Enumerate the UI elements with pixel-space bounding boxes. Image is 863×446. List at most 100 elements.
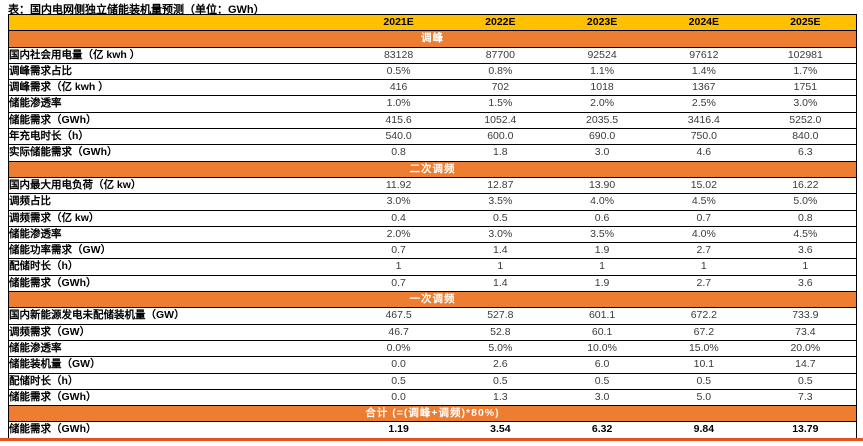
cell-value: 1 xyxy=(449,258,552,276)
cell-value: 2.7 xyxy=(652,275,755,293)
cell-value: 3.0% xyxy=(754,95,857,113)
table-row: 国内最大用电负荷（亿 kw） 11.92 12.87 13.90 15.02 16.22 xyxy=(8,177,857,195)
cell-value: 1.9 xyxy=(551,275,653,293)
table-row: 调频需求（亿 kw） 0.4 0.5 0.6 0.7 0.8 xyxy=(8,210,857,227)
cell-value: 1.19 xyxy=(347,421,450,439)
section-header: 调峰 xyxy=(8,30,857,48)
cell-value: 3.5% xyxy=(551,226,653,244)
cell-value: 0.8 xyxy=(754,210,857,227)
cell-value: 97612 xyxy=(652,47,755,64)
cell-value: 733.9 xyxy=(754,307,857,325)
row-label: 国内最大用电负荷（亿 kw） xyxy=(8,177,348,195)
row-label: 调峰需求占比 xyxy=(8,63,348,81)
table-row: 储能需求（GWh） 0.7 1.4 1.9 2.7 3.6 xyxy=(8,275,857,293)
cell-value: 10.1 xyxy=(652,356,755,374)
cell-value: 20.0% xyxy=(754,340,857,358)
row-label: 调频需求（GW） xyxy=(8,324,348,341)
row-label: 调频占比 xyxy=(8,193,348,211)
cell-value: 0.0 xyxy=(347,389,450,407)
table-row: 年充电时长（h） 540.0 600.0 690.0 750.0 840.0 xyxy=(8,128,857,146)
table-row: 调频需求（GW） 46.7 52.8 60.1 67.2 73.4 xyxy=(8,324,857,341)
table-row: 调峰需求（亿 kwh ） 416 702 1018 1367 1751 xyxy=(8,79,857,97)
cell-value: 0.7 xyxy=(652,210,755,227)
cell-value: 0.5% xyxy=(347,63,450,81)
row-label: 配储时长（h） xyxy=(8,373,348,390)
cell-value: 1 xyxy=(754,258,857,276)
table-row: 调频占比 3.0% 3.5% 4.0% 4.5% 5.0% xyxy=(8,193,857,211)
row-label: 储能需求（GWh） xyxy=(8,112,348,130)
cell-value: 7.3 xyxy=(754,389,857,407)
cell-value: 0.5 xyxy=(754,373,857,390)
cell-value: 3.54 xyxy=(449,421,552,439)
column-header-2022E: 2022E xyxy=(449,14,552,32)
cell-value: 0.0% xyxy=(347,340,450,358)
cell-value: 15.02 xyxy=(652,177,755,195)
cell-value: 2.7 xyxy=(652,242,755,260)
cell-value: 0.4 xyxy=(347,210,450,227)
cell-value: 60.1 xyxy=(551,324,653,341)
table-row: 储能渗透率 2.0% 3.0% 3.5% 4.0% 4.5% xyxy=(8,226,857,244)
row-label: 储能渗透率 xyxy=(8,226,348,244)
cell-value: 1.4 xyxy=(449,275,552,293)
cell-value: 467.5 xyxy=(347,307,450,325)
row-label: 调峰需求（亿 kwh ） xyxy=(8,79,348,97)
cell-value: 540.0 xyxy=(347,128,450,146)
cell-value: 3.0 xyxy=(551,144,653,162)
table-row: 调峰需求占比 0.5% 0.8% 1.1% 1.4% 1.7% xyxy=(8,63,857,81)
section-header: 一次调频 xyxy=(8,291,857,309)
row-label: 储能渗透率 xyxy=(8,340,348,358)
cell-value: 1 xyxy=(347,258,450,276)
cell-value: 1.8 xyxy=(449,144,552,162)
section-header-row: 一次调频 xyxy=(8,291,857,309)
page-title: 表：国内电网侧独立储能装机量预测（单位：GWh） xyxy=(8,4,265,16)
cell-value: 840.0 xyxy=(754,128,857,146)
cell-value: 3.5% xyxy=(449,193,552,211)
cell-value: 0.5 xyxy=(449,373,552,390)
row-label: 调频需求（亿 kw） xyxy=(8,210,348,227)
cell-value: 1.4% xyxy=(652,63,755,81)
cell-value: 102981 xyxy=(754,47,857,64)
cell-value: 16.22 xyxy=(754,177,857,195)
cell-value: 83128 xyxy=(347,47,450,64)
table-row: 储能需求（GWh） 415.6 1052.4 2035.5 3416.4 5252.0 xyxy=(8,112,857,130)
cell-value: 1.4 xyxy=(449,242,552,260)
column-header-2025E: 2025E xyxy=(754,14,857,32)
cell-value: 2.0% xyxy=(551,95,653,113)
row-label: 储能需求（GWh） xyxy=(8,421,348,439)
table-row: 储能需求（GWh） 0.0 1.3 3.0 5.0 7.3 xyxy=(8,389,857,407)
cell-value: 1.9 xyxy=(551,242,653,260)
cell-value: 1.0% xyxy=(347,95,450,113)
cell-value: 0.5 xyxy=(449,210,552,227)
cell-value: 2.6 xyxy=(449,356,552,374)
cell-value: 601.1 xyxy=(551,307,653,325)
column-header-2021E: 2021E xyxy=(347,14,450,32)
cell-value: 4.5% xyxy=(754,226,857,244)
cell-value: 9.84 xyxy=(652,421,755,439)
cell-value: 5252.0 xyxy=(754,112,857,130)
row-label: 储能装机量（GW） xyxy=(8,356,348,374)
cell-value: 13.90 xyxy=(551,177,653,195)
cell-value: 0.8 xyxy=(347,144,450,162)
row-label: 国内社会用电量（亿 kwh ） xyxy=(8,47,348,64)
table-row: 国内新能源发电未配储装机量（GW） 467.5 527.8 601.1 672.2 733… xyxy=(8,307,857,325)
cell-value: 3.0 xyxy=(551,389,653,407)
row-label: 年充电时长（h） xyxy=(8,128,348,146)
cell-value: 1 xyxy=(551,258,653,276)
row-label: 储能需求（GWh） xyxy=(8,275,348,293)
row-label: 实际储能需求（GWh） xyxy=(8,144,348,162)
cell-value: 4.0% xyxy=(652,226,755,244)
table-row: 储能渗透率 1.0% 1.5% 2.0% 2.5% 3.0% xyxy=(8,95,857,113)
cell-value: 4.0% xyxy=(551,193,653,211)
cell-value: 0.7 xyxy=(347,275,450,293)
cell-value: 46.7 xyxy=(347,324,450,341)
cell-value: 0.0 xyxy=(347,356,450,374)
cell-value: 2035.5 xyxy=(551,112,653,130)
cell-value: 0.8% xyxy=(449,63,552,81)
cell-value: 4.6 xyxy=(652,144,755,162)
cell-value: 1367 xyxy=(652,79,755,97)
cell-value: 690.0 xyxy=(551,128,653,146)
cell-value: 15.0% xyxy=(652,340,755,358)
row-label: 储能渗透率 xyxy=(8,95,348,113)
cell-value: 0.7 xyxy=(347,242,450,260)
cell-value: 4.5% xyxy=(652,193,755,211)
